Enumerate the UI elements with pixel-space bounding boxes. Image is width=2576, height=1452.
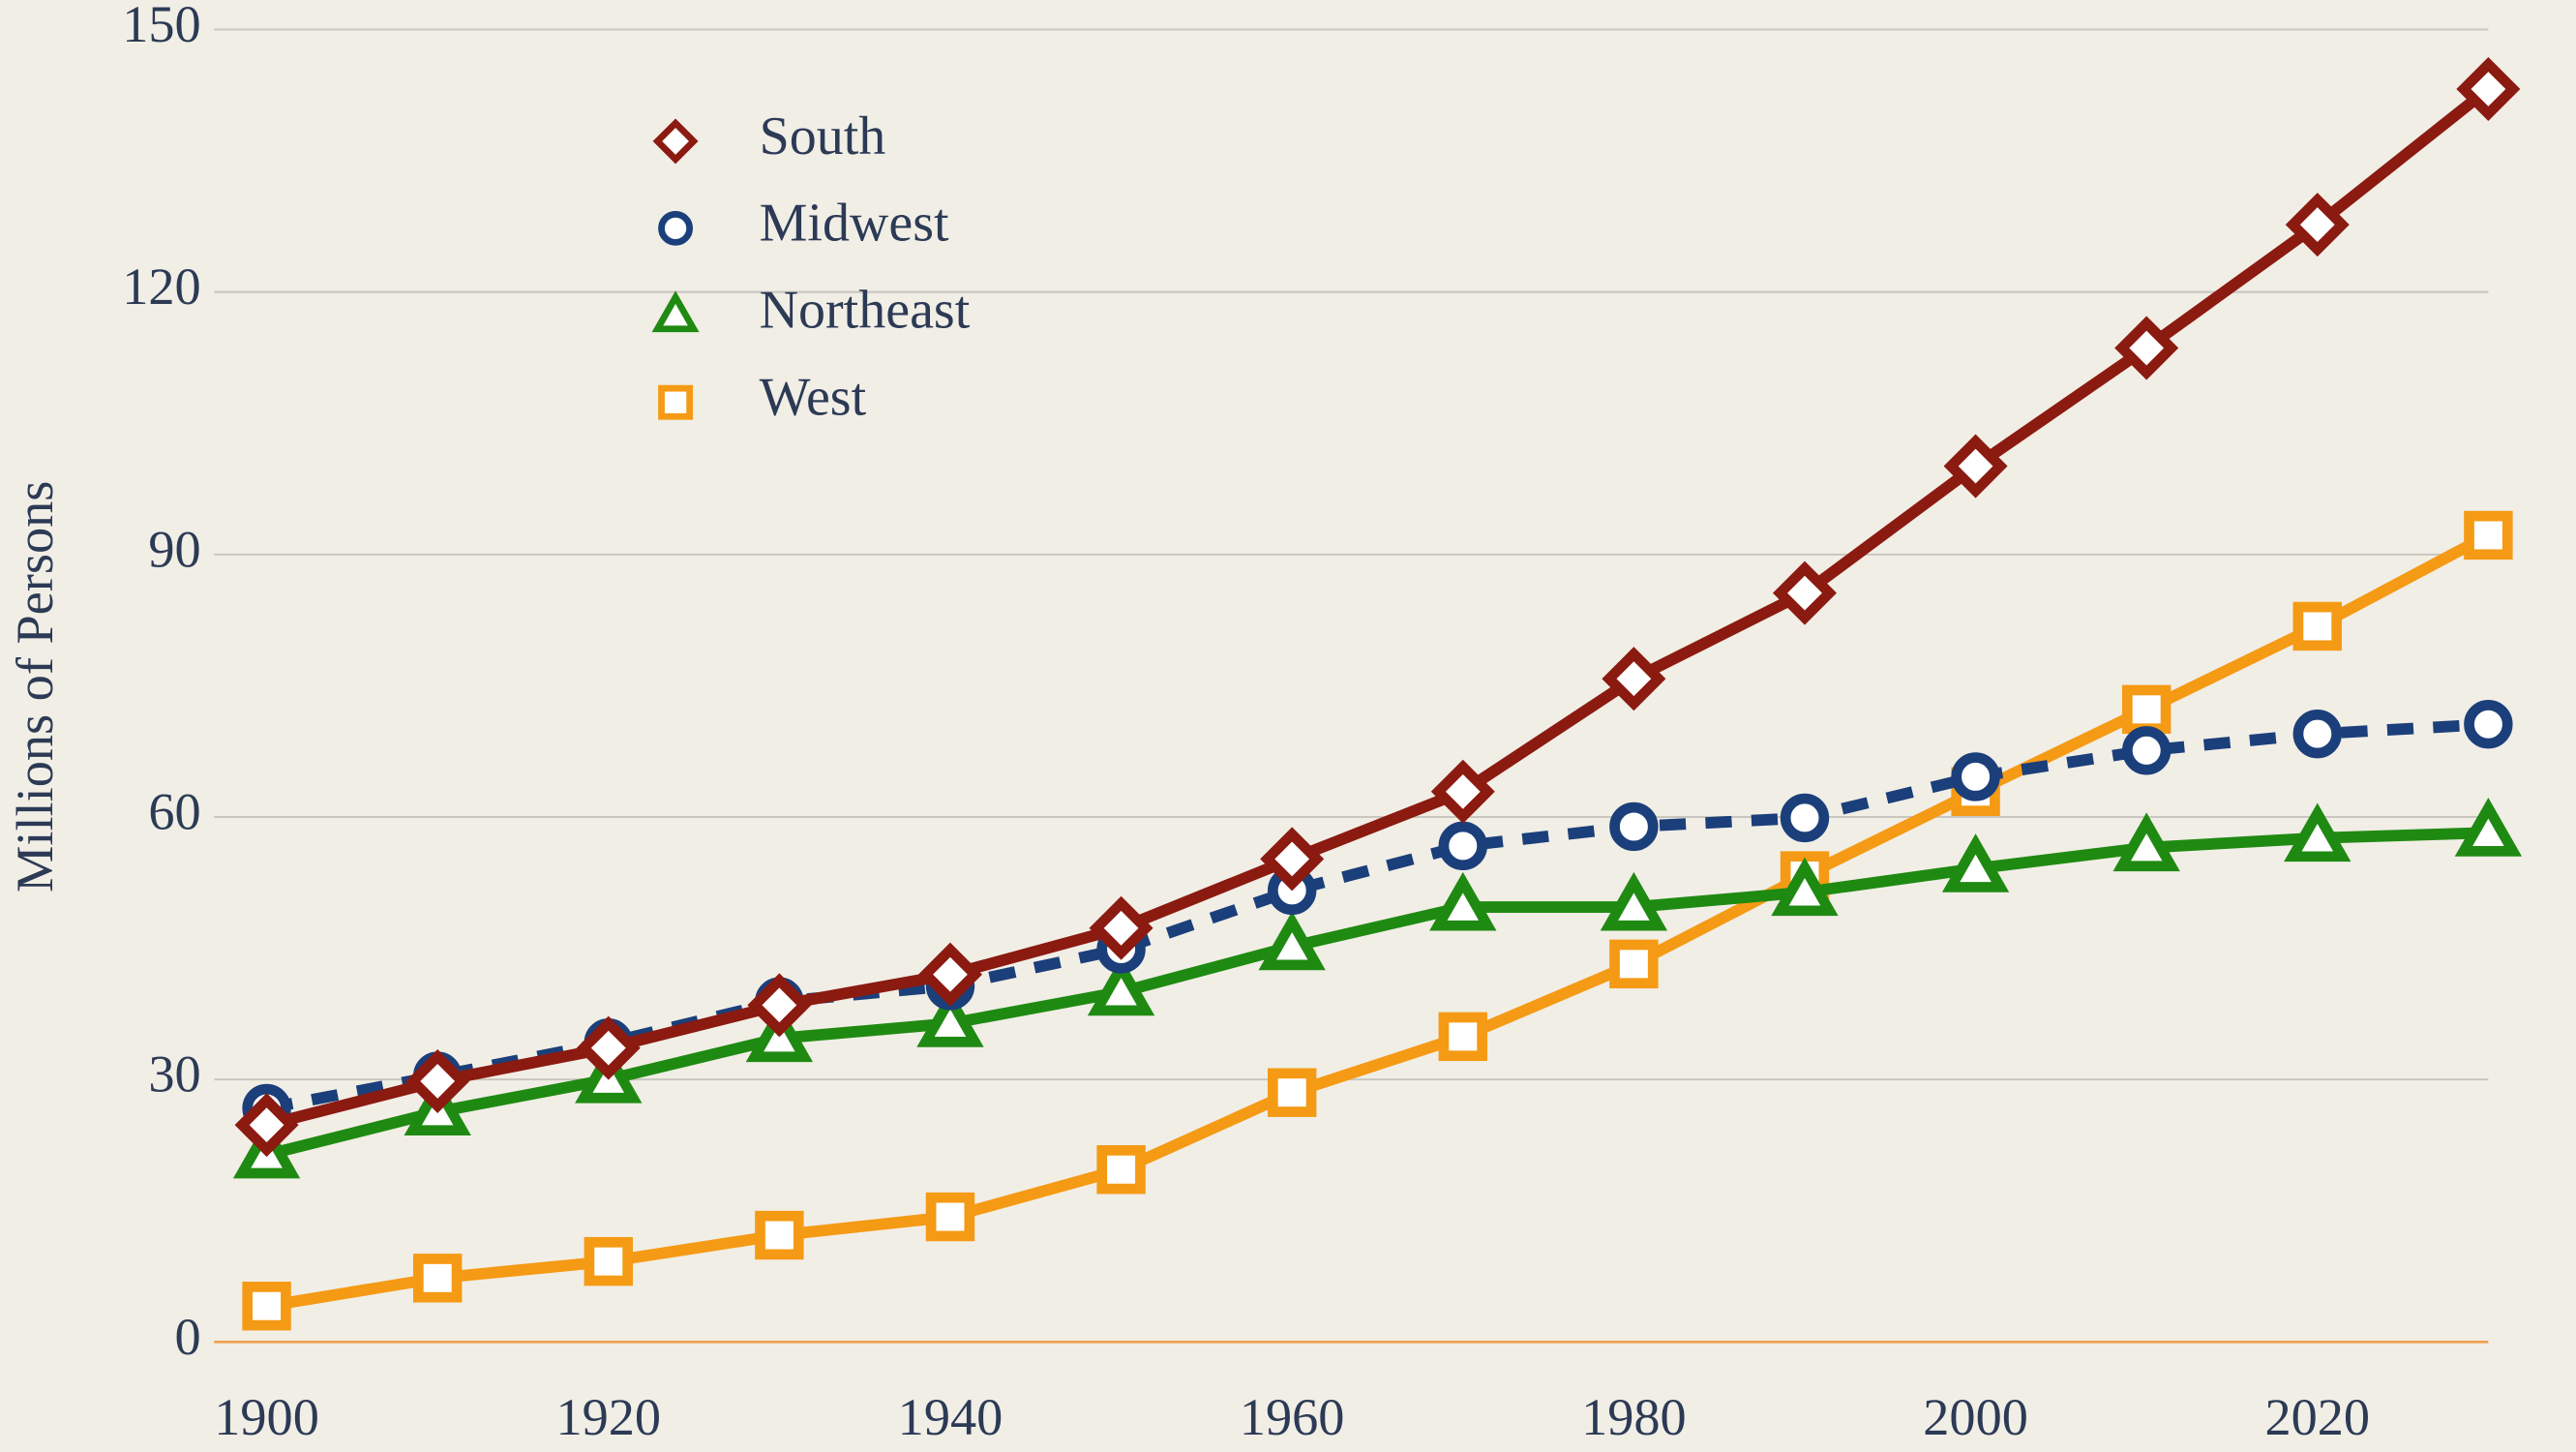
legend-label: Northeast: [760, 281, 971, 341]
marker-triangle: [2112, 812, 2180, 872]
marker-triangle: [1087, 956, 1155, 1016]
x-tick-label: 1900: [214, 1388, 319, 1446]
x-tick-label: 1940: [898, 1388, 1003, 1446]
marker-diamond: [2285, 193, 2350, 257]
marker-square: [2464, 510, 2513, 560]
y-tick-label: 150: [122, 0, 200, 53]
marker-diamond: [2114, 316, 2179, 380]
marker-diamond: [652, 118, 699, 165]
marker-square: [584, 1236, 633, 1286]
marker-diamond: [1430, 759, 1495, 824]
legend-label: Midwest: [760, 194, 949, 254]
marker-square: [1609, 939, 1659, 989]
marker-triangle: [1941, 833, 2010, 892]
marker-square: [2121, 684, 2172, 735]
y-axis-label: Millions of Persons: [6, 481, 64, 892]
legend-label: South: [760, 106, 886, 166]
marker-diamond: [234, 1093, 299, 1158]
marker-square: [412, 1254, 463, 1303]
x-tick-label: 1960: [1240, 1388, 1345, 1446]
x-tick-label: 1980: [1581, 1388, 1687, 1446]
marker-square: [1096, 1145, 1146, 1195]
marker-triangle: [1771, 857, 1839, 917]
marker-triangle: [2284, 802, 2351, 862]
marker-diamond: [1089, 895, 1153, 960]
x-tick-label: 1920: [555, 1388, 661, 1446]
marker-triangle: [1429, 871, 1497, 931]
marker-diamond: [917, 942, 982, 1007]
legend-label: West: [760, 368, 867, 428]
marker-triangle: [1258, 911, 1326, 971]
marker-square: [2292, 601, 2342, 651]
y-tick-label: 0: [175, 1308, 201, 1366]
series-line: [265, 529, 2492, 1313]
marker-triangle: [2454, 798, 2523, 857]
series-line: [265, 827, 2489, 1161]
marker-diamond: [1943, 434, 2008, 499]
series-line: [265, 84, 2493, 1131]
marker-circle: [2121, 726, 2172, 775]
marker-square: [1267, 1068, 1317, 1117]
y-tick-label: 60: [148, 782, 200, 840]
marker-square: [658, 384, 694, 420]
marker-diamond: [747, 973, 812, 1038]
marker-triangle: [1600, 871, 1668, 931]
marker-circle: [2292, 709, 2342, 759]
marker-square: [755, 1210, 804, 1260]
marker-circle: [1780, 793, 1830, 843]
marker-diamond: [1260, 827, 1325, 892]
marker-diamond: [2456, 56, 2521, 122]
marker-circle: [1951, 752, 2000, 802]
marker-circle: [1438, 821, 1487, 871]
marker-circle: [658, 210, 694, 246]
marker-diamond: [405, 1048, 470, 1113]
marker-square: [925, 1192, 975, 1242]
y-tick-label: 90: [148, 520, 200, 578]
marker-triangle: [651, 290, 700, 333]
x-tick-label: 2000: [1923, 1388, 2028, 1446]
marker-circle: [2464, 699, 2513, 749]
marker-square: [242, 1282, 291, 1331]
marker-diamond: [576, 1015, 641, 1080]
x-tick-label: 2020: [2265, 1388, 2371, 1446]
y-tick-label: 120: [122, 257, 200, 316]
marker-circle: [1609, 802, 1659, 852]
marker-triangle: [916, 988, 984, 1047]
marker-square: [1438, 1012, 1487, 1062]
y-tick-label: 30: [148, 1045, 200, 1104]
marker-diamond: [1602, 647, 1666, 711]
marker-diamond: [1772, 560, 1837, 625]
